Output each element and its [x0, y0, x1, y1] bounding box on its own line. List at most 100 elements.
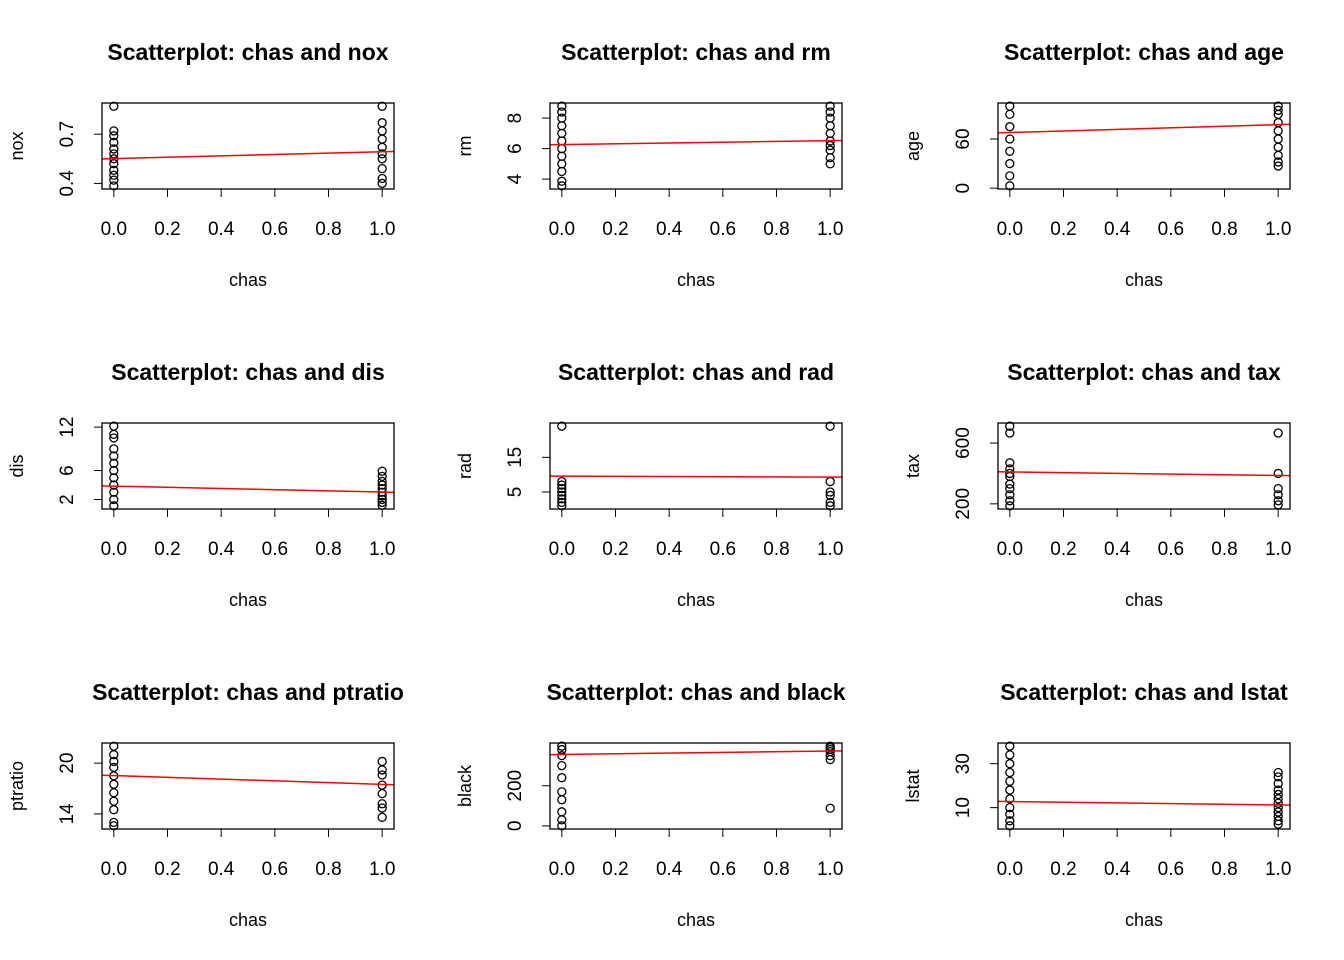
point [1273, 785, 1283, 795]
point [557, 101, 567, 111]
point [377, 163, 387, 174]
x-tick-label: 0.0 [101, 859, 127, 880]
plot-frame [101, 742, 395, 830]
point [1005, 785, 1015, 795]
point [109, 421, 119, 431]
y-axis-label: rad [455, 453, 475, 479]
point [1005, 101, 1015, 111]
point [1005, 181, 1015, 191]
point [1273, 134, 1283, 144]
point [557, 176, 567, 186]
fit-line [101, 485, 395, 494]
x-axis-label: chas [1125, 590, 1163, 610]
point [109, 144, 119, 154]
y-tick-label: 15 [505, 447, 526, 468]
y-tick-label: 0 [505, 821, 526, 832]
x-tick-label: 0.2 [1050, 219, 1076, 240]
x-tick-label: 0.0 [549, 859, 575, 880]
point [1005, 122, 1015, 132]
point [109, 170, 119, 180]
point [557, 143, 567, 154]
x-tick-label: 0.8 [315, 219, 341, 240]
plot-frame [101, 102, 395, 190]
y-tick-label: 60 [953, 128, 974, 149]
point [1273, 772, 1283, 782]
point [109, 165, 119, 175]
point [1005, 146, 1015, 156]
fit-line [101, 774, 395, 786]
x-tick-label: 0.4 [208, 219, 235, 240]
point [825, 145, 835, 155]
point [109, 159, 119, 169]
x-tick-label: 0.0 [549, 539, 575, 560]
point [1273, 428, 1283, 438]
point [1273, 767, 1283, 778]
x-tick-label: 0.4 [656, 219, 683, 240]
point [377, 812, 387, 822]
point [1005, 809, 1015, 819]
point [557, 744, 567, 755]
point [557, 807, 567, 817]
point [557, 821, 567, 831]
point [557, 750, 567, 761]
point [377, 101, 387, 111]
x-tick-label: 0.2 [154, 219, 180, 240]
point [1005, 458, 1015, 468]
point [825, 476, 835, 487]
x-tick-label: 0.6 [710, 859, 736, 880]
point [109, 444, 119, 454]
fit-line [101, 150, 395, 160]
point [377, 471, 387, 482]
point [109, 805, 119, 815]
point [825, 741, 835, 751]
point [1273, 496, 1283, 506]
point [109, 433, 119, 443]
y-axis-label: dis [7, 454, 27, 477]
chart-title: Scatterplot: chas and tax [1007, 359, 1281, 385]
point [109, 779, 119, 789]
chart-title: Scatterplot: chas and ptratio [92, 679, 404, 705]
x-tick-label: 0.6 [262, 219, 288, 240]
x-tick-label: 1.0 [817, 219, 843, 240]
x-tick-label: 0.0 [997, 859, 1023, 880]
point [825, 140, 835, 151]
x-tick-label: 1.0 [1265, 859, 1291, 880]
x-axis-label: chas [229, 910, 267, 930]
point [825, 107, 835, 117]
x-tick-label: 0.6 [710, 539, 736, 560]
point [109, 480, 119, 490]
point [109, 175, 119, 185]
point [1005, 468, 1015, 479]
point [1005, 428, 1015, 438]
point [377, 756, 387, 767]
point [377, 803, 387, 813]
point [377, 765, 387, 775]
point [825, 159, 835, 169]
point [109, 756, 119, 767]
y-tick-label: 6 [57, 465, 78, 476]
point [109, 501, 119, 511]
point [825, 487, 835, 497]
x-tick-label: 0.8 [1211, 219, 1237, 240]
point [825, 128, 835, 138]
x-tick-label: 0.4 [1104, 859, 1131, 880]
point [377, 118, 387, 128]
y-tick-label: 600 [953, 427, 974, 459]
fit-line [997, 800, 1291, 806]
chart-title: Scatterplot: chas and nox [107, 39, 388, 65]
point [1273, 105, 1283, 115]
point [109, 101, 119, 111]
x-tick-label: 1.0 [1265, 539, 1291, 560]
x-axis-label: chas [1125, 270, 1163, 290]
point [557, 181, 567, 191]
x-tick-label: 0.2 [602, 859, 628, 880]
point [109, 458, 119, 468]
point [1005, 802, 1015, 813]
point [1005, 816, 1015, 826]
point [109, 126, 119, 136]
x-tick-label: 0.0 [101, 539, 127, 560]
y-tick-label: 6 [505, 143, 526, 154]
point [825, 101, 835, 111]
point [1273, 101, 1283, 111]
